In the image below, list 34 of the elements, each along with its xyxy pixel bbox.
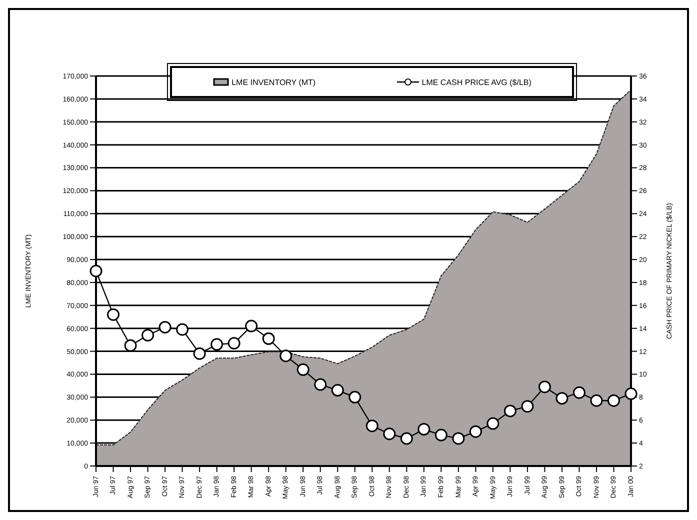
point — [366, 420, 378, 432]
legend-label: LME CASH PRICE AVG ($/LB) — [422, 78, 532, 86]
point — [158, 320, 172, 334]
point — [210, 338, 224, 351]
point — [590, 394, 603, 407]
point — [296, 363, 310, 376]
point — [572, 386, 586, 399]
point — [418, 423, 430, 436]
point — [400, 432, 413, 445]
point — [624, 387, 638, 400]
point — [538, 380, 551, 394]
point — [124, 339, 137, 352]
point — [383, 428, 396, 440]
point — [486, 417, 500, 430]
point — [142, 328, 154, 342]
point — [176, 323, 189, 336]
point — [262, 332, 275, 345]
point — [314, 378, 327, 391]
point — [607, 394, 620, 407]
point — [521, 400, 534, 413]
point — [90, 264, 102, 278]
point — [245, 320, 258, 332]
point — [228, 337, 240, 350]
point — [556, 392, 568, 405]
point — [504, 404, 516, 418]
point — [107, 308, 120, 321]
point — [193, 347, 206, 360]
point — [434, 428, 448, 442]
legend-label: LME INVENTORY (MT) — [232, 78, 316, 86]
point — [469, 425, 482, 438]
point — [452, 432, 465, 445]
point — [280, 350, 292, 362]
point — [348, 390, 362, 404]
point — [331, 384, 344, 397]
